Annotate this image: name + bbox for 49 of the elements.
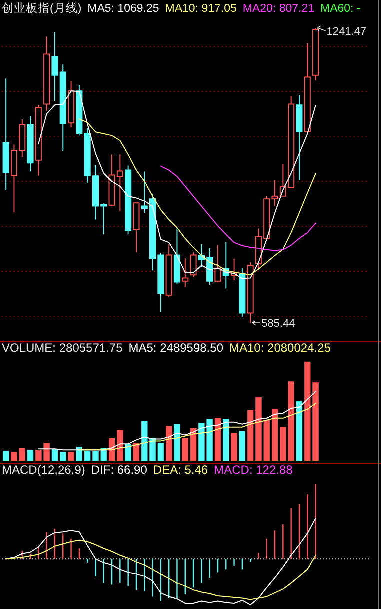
candlestick: [239, 268, 246, 318]
bar: [52, 448, 58, 462]
candlestick: [190, 252, 197, 278]
bar: [125, 444, 132, 462]
bar: [27, 450, 34, 462]
legend-label: MA60: -: [320, 3, 361, 15]
text: MA10: 2080024.25: [230, 341, 332, 355]
candlestick: [125, 165, 132, 236]
text: MA10: 917.05: [165, 3, 237, 15]
bar: [133, 443, 140, 462]
bar: [166, 426, 172, 462]
bar: [296, 401, 303, 462]
candlestick: [312, 28, 320, 81]
bar: [190, 428, 197, 462]
annotation: 585.44: [262, 318, 296, 330]
chart-title: VOLUME: 2805571.75: [2, 341, 124, 355]
candlestick: [296, 94, 303, 181]
series-label: MACD: 122.88: [214, 463, 294, 477]
text: 1241.47: [326, 26, 367, 38]
chart-title: 创业板指(月线): [2, 2, 82, 15]
candlestick: [247, 262, 254, 324]
bar: [76, 446, 83, 462]
bar: [214, 418, 222, 462]
text: DEA: 5.46: [153, 463, 208, 477]
bar: [231, 433, 238, 462]
text: MA5: 1069.25: [88, 3, 160, 15]
candlestick: [174, 228, 180, 285]
candlestick: [76, 84, 83, 136]
bar: [174, 424, 180, 462]
text: DIF: 66.90: [91, 463, 148, 477]
bar: [239, 431, 246, 462]
text: MA20: 807.21: [242, 3, 314, 15]
bar: [60, 452, 66, 462]
bar: [68, 452, 74, 462]
bar: [2, 450, 10, 462]
candlestick: [44, 36, 50, 112]
text: MA5: 2489598.50: [128, 341, 224, 355]
candlestick: [214, 244, 222, 283]
candlestick: [166, 244, 172, 298]
bar: [223, 419, 230, 462]
candlestick: [304, 43, 311, 132]
candlestick: [68, 80, 75, 128]
candlestick: [2, 78, 10, 192]
candlestick: [182, 258, 189, 288]
candlestick: [27, 116, 34, 172]
chart-title: MACD(12,26,9): [2, 463, 86, 477]
candlestick: [35, 104, 42, 176]
candlestick: [133, 202, 140, 254]
bar: [182, 438, 188, 462]
